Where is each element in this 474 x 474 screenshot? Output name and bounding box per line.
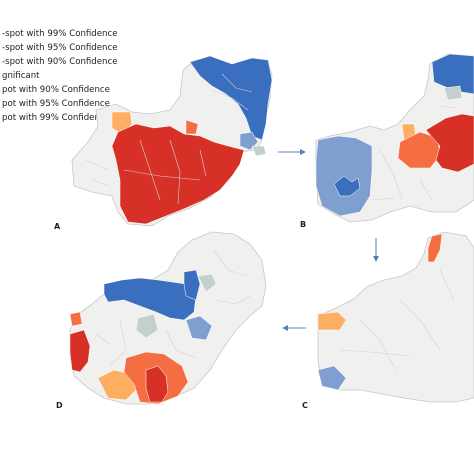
legend-item-hot90: -spot with 90% Confidence <box>2 57 118 67</box>
legend: -spot with 99% Confidence -spot with 95%… <box>2 29 118 123</box>
map-c-hot95-region <box>427 233 443 263</box>
legend-item-cold99: pot with 99% Confidence <box>2 113 110 123</box>
legend-item-cold90: pot with 90% Confidence <box>2 85 110 95</box>
map-d-cold90-south <box>135 313 159 339</box>
panel-label-a: A <box>54 222 61 231</box>
flow-arrows <box>278 149 379 331</box>
map-d-hot99-region <box>145 365 169 403</box>
map-panel-a: A <box>54 55 273 231</box>
map-d-cold99-east <box>183 269 201 301</box>
map-a-hot99-region <box>111 123 245 225</box>
map-c-cold95-region <box>317 365 347 391</box>
panel-label-c: C <box>302 401 308 410</box>
arrow-b-to-c <box>373 238 379 262</box>
map-d-hot99-west <box>69 329 91 373</box>
map-b-cold90-region <box>443 85 463 101</box>
map-b-cold99-region <box>431 53 474 95</box>
map-panel-b: B <box>300 53 474 229</box>
map-panel-d: D <box>56 231 267 410</box>
map-d-hot95-west <box>69 311 83 327</box>
map-d-cold90-region <box>197 273 217 293</box>
map-a-cold90-region <box>251 145 267 157</box>
arrow-a-to-b <box>278 149 306 155</box>
map-b-hot95-region <box>397 131 441 169</box>
map-d-cold99-region <box>103 277 197 321</box>
map-a-cold99-region <box>189 55 273 141</box>
map-c-hot90-region <box>317 311 347 331</box>
legend-item-not-significant: gnificant <box>2 71 40 81</box>
legend-item-hot95: -spot with 95% Confidence <box>2 43 118 53</box>
arrow-c-to-d <box>282 325 306 331</box>
legend-item-cold95: pot with 95% Confidence <box>2 99 110 109</box>
panel-label-b: B <box>300 220 306 229</box>
map-b-hot99-region <box>425 113 474 173</box>
panel-label-d: D <box>56 401 63 410</box>
map-a-hot95-region <box>185 119 199 135</box>
map-panel-c: C <box>302 231 474 410</box>
map-b-cold99-west <box>333 175 361 197</box>
map-d-cold95-region <box>185 315 213 341</box>
legend-item-hot99: -spot with 99% Confidence <box>2 29 118 39</box>
